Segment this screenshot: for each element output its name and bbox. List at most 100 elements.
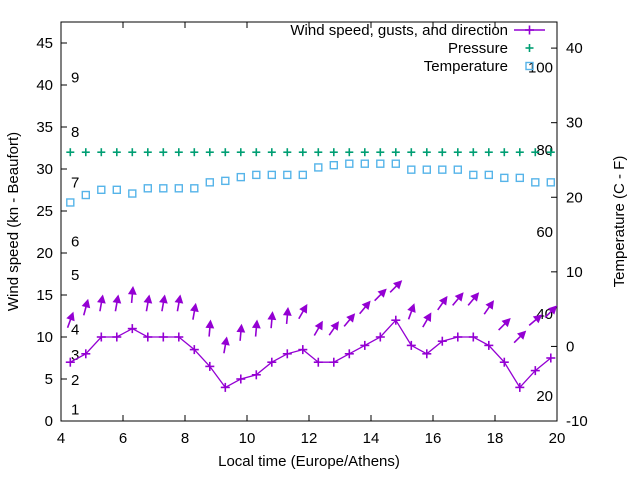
plus-marker — [546, 353, 556, 363]
x-tick-label: 20 — [549, 430, 566, 447]
wind-direction-arrow — [343, 313, 356, 327]
wind-direction-arrow — [97, 294, 106, 312]
wind-direction-arrow — [159, 294, 168, 312]
plus-marker — [499, 357, 509, 367]
wind-direction-arrow — [298, 303, 308, 320]
y-axis-ticks: 0 5 10 15 20 25 30 35 40 45 — [36, 35, 67, 430]
plus-marker — [205, 361, 215, 371]
plus-marker — [525, 44, 534, 52]
y-tick-label: 40 — [36, 77, 53, 94]
square-marker — [329, 160, 338, 170]
series-wind-speed-gusts-and-direction — [65, 315, 556, 392]
plus-marker — [251, 370, 261, 380]
plus-marker — [159, 148, 168, 157]
square-marker — [66, 198, 75, 207]
wind-direction-arrow — [221, 336, 230, 354]
square-marker — [221, 176, 230, 186]
plus-marker — [376, 148, 385, 157]
square-marker — [360, 159, 369, 168]
wind-direction-arrow — [498, 317, 511, 331]
series-pressure — [66, 148, 555, 157]
plus-marker — [143, 148, 152, 157]
beaufort-scale-labels: 1 2 3 4 5 6 7 8 9 — [71, 70, 79, 419]
plus-marker — [127, 324, 137, 334]
fahrenheit-label: 60 — [536, 224, 553, 241]
plus-marker — [344, 349, 354, 359]
square-marker — [159, 184, 168, 193]
y-tick-label: 20 — [36, 245, 53, 262]
square-marker — [112, 185, 122, 195]
plus-marker — [221, 148, 230, 157]
plus-marker — [484, 148, 493, 157]
plus-marker — [143, 332, 153, 342]
plus-marker — [112, 332, 122, 342]
plus-marker — [360, 148, 369, 157]
plus-marker — [468, 332, 478, 342]
plus-marker — [174, 148, 183, 157]
y2-tick-label: 20 — [566, 189, 583, 206]
square-marker — [391, 159, 400, 168]
plus-marker — [158, 332, 168, 342]
y2-tick-label: -10 — [566, 413, 588, 430]
plus-marker — [81, 148, 90, 157]
plus-marker — [525, 25, 534, 35]
wind-direction-arrow — [190, 302, 199, 320]
legend-label-0: Wind speed, gusts, and direction — [290, 22, 508, 39]
plus-marker — [345, 148, 354, 157]
wind-direction-arrow — [313, 320, 323, 336]
square-marker — [190, 184, 199, 193]
plus-marker — [282, 349, 292, 359]
y2-tick-label: 40 — [566, 40, 583, 57]
beaufort-label: 3 — [71, 347, 79, 364]
square-marker — [453, 165, 462, 174]
square-marker — [298, 170, 307, 180]
plus-marker — [515, 148, 524, 157]
y-tick-label: 0 — [45, 413, 53, 430]
wind-direction-arrow — [251, 319, 261, 337]
beaufort-label: 1 — [71, 401, 79, 418]
wind-direction-arrow — [143, 294, 153, 312]
square-marker — [531, 178, 540, 187]
beaufort-label: 6 — [71, 233, 79, 250]
square-marker — [143, 184, 153, 193]
wind-direction-arrow — [422, 312, 432, 328]
plus-marker — [406, 340, 416, 350]
y-tick-label: 45 — [36, 35, 53, 52]
plus-marker — [329, 148, 338, 157]
wind-direction-arrow — [282, 306, 292, 325]
legend-label-2: Temperature — [424, 58, 508, 75]
wind-direction-arrow — [528, 314, 543, 326]
square-marker — [267, 170, 276, 180]
square-marker — [345, 159, 354, 168]
plus-marker — [530, 366, 540, 376]
x-tick-label: 10 — [239, 430, 256, 447]
plus-marker — [190, 148, 199, 157]
wind-direction-arrow — [513, 330, 527, 344]
wind-direction-arrow — [66, 311, 75, 328]
plus-marker — [500, 148, 509, 157]
plus-marker — [375, 332, 385, 342]
wind-direction-arrow — [359, 300, 371, 315]
plus-marker — [112, 148, 121, 157]
data-series — [65, 148, 558, 392]
beaufort-label: 4 — [71, 322, 79, 339]
square-marker — [438, 165, 447, 174]
plus-marker — [174, 332, 184, 342]
x-tick-label: 16 — [425, 430, 442, 447]
axis-titles: Local time (Europe/Athens) Wind speed (kn… — [5, 132, 628, 470]
square-marker — [236, 172, 246, 182]
wind-direction-arrow — [374, 288, 387, 302]
plus-marker — [267, 357, 277, 367]
plus-marker — [189, 345, 199, 355]
wind-direction-arrow — [267, 311, 277, 329]
y-tick-label: 15 — [36, 287, 53, 304]
x-tick-label: 6 — [119, 430, 127, 447]
wind-direction-arrow — [389, 280, 403, 293]
y-tick-label: 5 — [45, 371, 53, 388]
y-tick-label: 35 — [36, 119, 53, 136]
x-tick-label: 12 — [301, 430, 318, 447]
wind-direction-arrow — [81, 298, 91, 316]
plus-marker — [236, 148, 245, 157]
